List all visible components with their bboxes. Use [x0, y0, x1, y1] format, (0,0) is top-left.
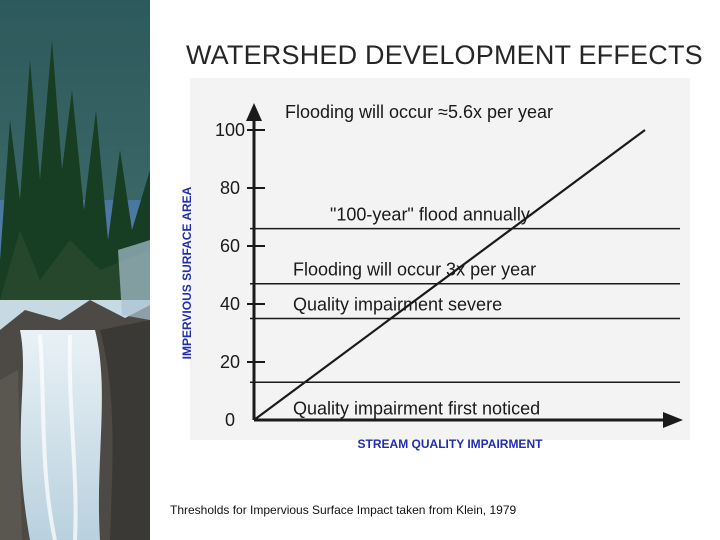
threshold-label: Quality impairment severe	[293, 295, 502, 315]
waterfall-photo	[0, 0, 150, 540]
y-tick-label: 0	[225, 410, 235, 430]
threshold-label: Flooding will occur 3x per year	[293, 260, 536, 280]
threshold-label: Flooding will occur ≈5.6x per year	[285, 102, 553, 122]
x-axis-label: STREAM QUALITY IMPAIRMENT	[357, 437, 543, 451]
page-title: WATERSHED DEVELOPMENT EFFECTS	[186, 40, 703, 70]
y-tick-label: 40	[220, 294, 240, 314]
y-tick-label: 100	[215, 120, 245, 140]
data-series-line	[253, 129, 646, 421]
y-tick-label: 80	[220, 178, 240, 198]
y-tick-label: 60	[220, 236, 240, 256]
y-axis-arrow-icon	[246, 103, 262, 121]
chart-background	[190, 78, 690, 440]
source-note: Thresholds for Impervious Surface Impact…	[170, 503, 517, 517]
threshold-label: "100-year" flood annually	[330, 205, 530, 225]
threshold-label: Quality impairment first noticed	[293, 398, 540, 418]
y-tick-label: 20	[220, 352, 240, 372]
impervious-surface-chart: 0 20 40 60 80 100 Flooding will occur ≈5.6x p…	[190, 78, 690, 440]
x-axis-arrow-icon	[663, 412, 683, 428]
y-axis-label: IMPERVIOUS SURFACE AREA	[180, 186, 194, 360]
